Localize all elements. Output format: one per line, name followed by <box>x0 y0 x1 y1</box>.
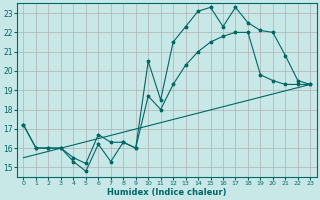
X-axis label: Humidex (Indice chaleur): Humidex (Indice chaleur) <box>107 188 227 197</box>
